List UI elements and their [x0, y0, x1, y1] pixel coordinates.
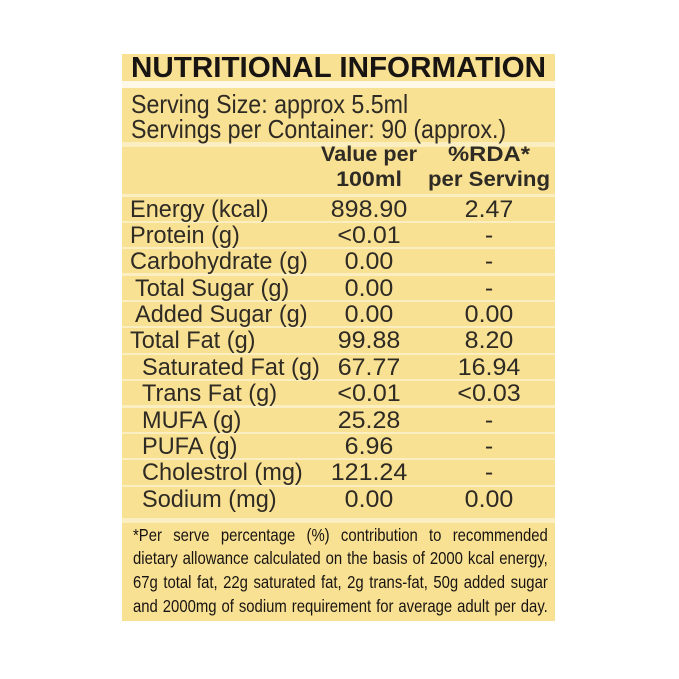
table-row: Carbohydrate (g) 0.00 -	[122, 248, 555, 276]
nutrient-name: Trans Fat (g)	[142, 380, 278, 408]
serving-band: Serving Size: approx 5.5ml Servings per …	[122, 88, 555, 144]
nutrient-value: 0.00	[344, 274, 394, 302]
table-row: Cholestrol (mg) 121.24 -	[122, 459, 555, 487]
nutrient-name: Carbohydrate (g)	[130, 248, 308, 276]
nutrient-name: Total Fat (g)	[130, 327, 256, 355]
nutrient-rda: 0.00	[464, 301, 513, 329]
nutrient-name: Protein (g)	[130, 221, 240, 249]
nutrient-value: 0.00	[344, 485, 394, 513]
nutrient-name: Cholestrol (mg)	[142, 459, 304, 487]
servings-per-container-text: Servings per Container: 90 (approx.)	[130, 113, 506, 144]
nutrition-label: NUTRITIONAL INFORMATION Serving Size: ap…	[122, 54, 555, 621]
serving-size-line: Serving Size: approx 5.5ml	[122, 88, 555, 119]
table-rows: Energy (kcal) 898.90 2.47 Protein (g) <0…	[122, 195, 555, 519]
nutrient-rda: -	[484, 248, 493, 276]
label-title: NUTRITIONAL INFORMATION	[131, 52, 547, 84]
nutrient-rda: 2.47	[464, 195, 513, 223]
table-row: Total Sugar (g) 0.00 -	[122, 274, 555, 302]
footnote-line: 67g total fat, 22g saturated fat, 2g tra…	[133, 572, 548, 592]
nutrition-table: Value per 100ml %RDA* per Serving Energy…	[122, 143, 555, 567]
nutrient-value: 121.24	[330, 459, 408, 487]
table-row: Sodium (mg) 0.00 0.00	[122, 487, 555, 519]
nutrient-rda: -	[484, 433, 493, 461]
table-row: Energy (kcal) 898.90 2.47	[122, 195, 555, 223]
nutrient-rda: 16.94	[457, 353, 520, 381]
nutrient-rda: <0.03	[456, 380, 521, 408]
nutrient-rda: 8.20	[464, 327, 513, 355]
footnote-line: and 2000mg of sodium requirement for ave…	[133, 595, 548, 616]
nutrient-name: Total Sugar (g)	[134, 274, 289, 302]
nutrient-value: 67.77	[337, 353, 401, 381]
nutrient-value: 0.00	[344, 248, 394, 276]
table-row: Trans Fat (g) <0.01 <0.03	[122, 380, 555, 408]
table-row: Saturated Fat (g) 67.77 16.94	[122, 353, 555, 381]
nutrient-value: 99.88	[337, 327, 401, 355]
nutrient-value: 0.00	[344, 301, 394, 329]
table-row: PUFA (g) 6.96 -	[122, 433, 555, 461]
footnote-band: *Per serve percentage (%) contribution t…	[122, 523, 555, 621]
table-row: MUFA (g) 25.28 -	[122, 406, 555, 434]
nutrient-name: Energy (kcal)	[130, 195, 269, 223]
nutrient-name: Saturated Fat (g)	[142, 353, 321, 381]
table-header: Value per 100ml %RDA* per Serving	[122, 143, 555, 194]
nutrient-name: Sodium (mg)	[142, 485, 278, 513]
footnote-line: dietary allowance calculated on the basi…	[133, 548, 548, 569]
nutrient-rda: -	[484, 274, 493, 302]
column-header-value-line1: Value per	[320, 143, 418, 167]
table-row: Added Sugar (g) 0.00 0.00	[122, 301, 555, 329]
table-row: Total Fat (g) 99.88 8.20	[122, 327, 555, 355]
title-band: NUTRITIONAL INFORMATION	[122, 52, 555, 84]
servings-per-container-line: Servings per Container: 90 (approx.)	[122, 113, 555, 144]
nutrient-rda: 0.00	[464, 485, 513, 513]
column-header-value-line2: 100ml	[336, 168, 402, 192]
column-header-rda-line1: %RDA*	[447, 143, 530, 167]
table-row: Protein (g) <0.01 -	[122, 221, 555, 249]
nutrient-name: MUFA (g)	[142, 406, 242, 434]
nutrient-value: 898.90	[330, 195, 408, 223]
nutrient-value: <0.01	[337, 380, 401, 408]
footnote-line: *Per serve percentage (%) contribution t…	[133, 524, 548, 545]
footnote-text: *Per serve percentage (%) contribution t…	[133, 524, 548, 619]
nutrient-name: PUFA (g)	[142, 433, 238, 461]
nutrient-rda: -	[484, 406, 493, 434]
nutrient-name: Added Sugar (g)	[134, 301, 308, 329]
nutrient-value: 25.28	[337, 406, 401, 434]
nutrient-rda: -	[484, 459, 493, 487]
serving-size-text: Serving Size: approx 5.5ml	[130, 88, 408, 119]
nutrient-value: 6.96	[344, 433, 394, 461]
nutrient-rda: -	[484, 221, 493, 249]
nutrient-value: <0.01	[337, 221, 401, 249]
column-header-rda-line2: per Serving	[427, 168, 550, 192]
title-separator	[122, 81, 555, 89]
